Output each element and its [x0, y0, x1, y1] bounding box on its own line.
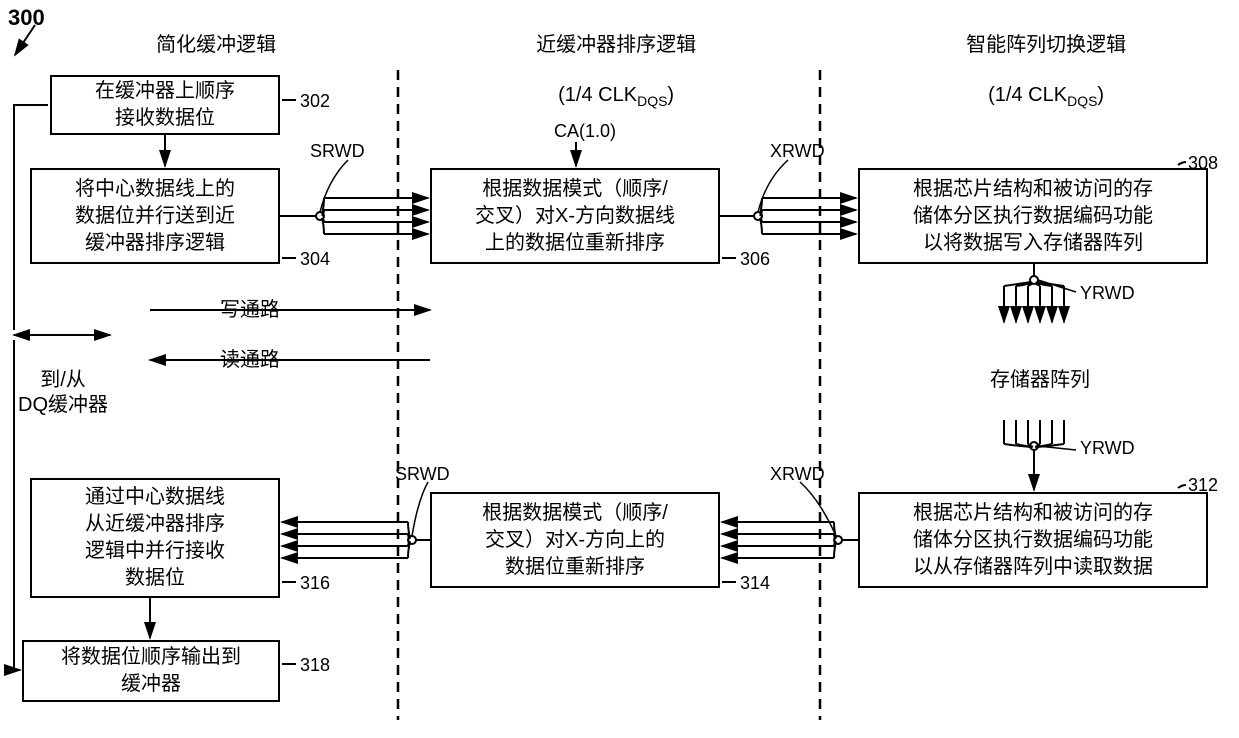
- box-318: 将数据位顺序输出到 缓冲器: [22, 640, 280, 702]
- box-308: 根据芯片结构和被访问的存 储体分区执行数据编码功能 以将数据写入存储器阵列: [858, 168, 1208, 264]
- label-read-path: 读通路: [220, 348, 280, 373]
- col-right-title: 智能阵列切换逻辑 (1/4 CLKDQS): [920, 8, 1150, 136]
- label-xrwd-bot: XRWD: [770, 463, 825, 486]
- box-302: 在缓冲器上顺序 接收数据位: [50, 75, 280, 135]
- figure-number: 300: [8, 4, 45, 32]
- ref-318: 318: [300, 654, 330, 677]
- ref-308: 308: [1188, 152, 1218, 175]
- label-yrwd-top: YRWD: [1080, 282, 1135, 305]
- ref-302: 302: [300, 90, 330, 113]
- ref-314: 314: [740, 572, 770, 595]
- label-write-path: 写通路: [220, 298, 280, 323]
- box-314: 根据数据模式（顺序/ 交叉）对X-方向上的 数据位重新排序: [430, 492, 720, 588]
- label-xrwd-top: XRWD: [770, 140, 825, 163]
- label-dq-buffer: 到/从 DQ缓冲器: [18, 368, 108, 418]
- box-306: 根据数据模式（顺序/ 交叉）对X-方向数据线 上的数据位重新排序: [430, 168, 720, 264]
- col-mid-title: 近缓冲器排序逻辑 (1/4 CLKDQS): [490, 8, 720, 136]
- label-srwd-bot: SRWD: [395, 463, 450, 486]
- box-316: 通过中心数据线 从近缓冲器排序 逻辑中并行接收 数据位: [30, 478, 280, 598]
- box-312: 根据芯片结构和被访问的存 储体分区执行数据编码功能 以从存储器阵列中读取数据: [858, 492, 1208, 588]
- ref-304: 304: [300, 248, 330, 271]
- label-ca: CA(1.0): [554, 120, 616, 143]
- ref-306: 306: [740, 248, 770, 271]
- label-yrwd-bot: YRWD: [1080, 437, 1135, 460]
- ref-316: 316: [300, 572, 330, 595]
- box-304: 将中心数据线上的 数据位并行送到近 缓冲器排序逻辑: [30, 168, 280, 264]
- label-srwd-top: SRWD: [310, 140, 365, 163]
- label-memory-array: 存储器阵列: [990, 368, 1090, 393]
- ref-312: 312: [1188, 474, 1218, 497]
